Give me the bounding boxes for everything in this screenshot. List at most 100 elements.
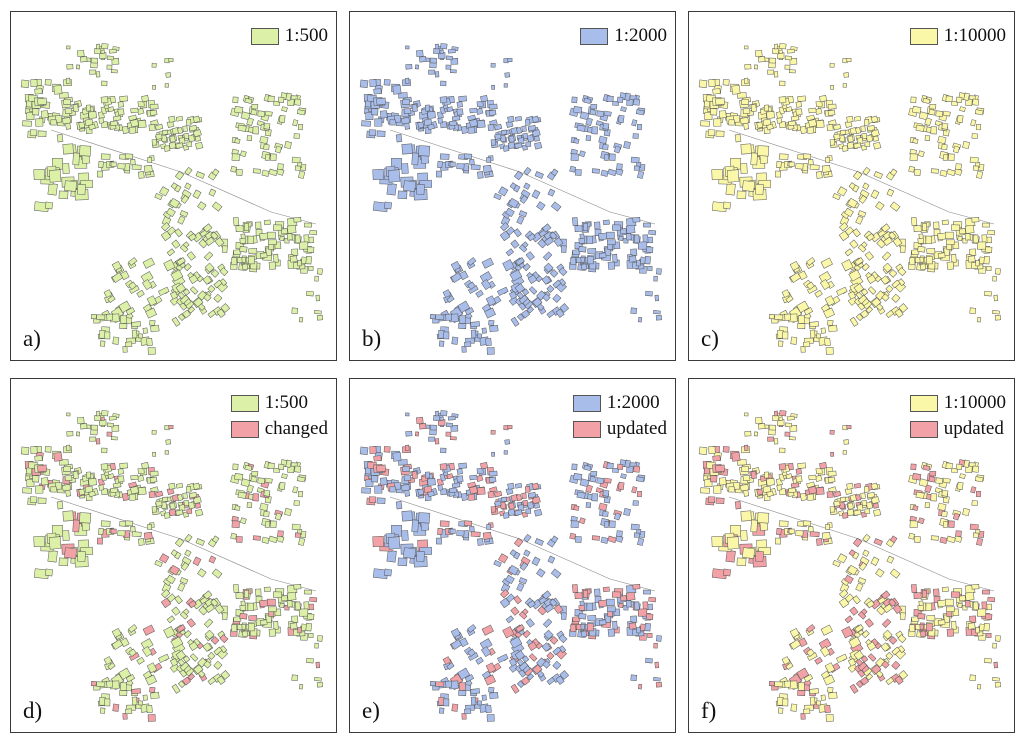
building-footprint xyxy=(30,79,38,87)
building-footprint xyxy=(467,481,477,489)
building-footprint xyxy=(708,79,716,87)
building-footprint xyxy=(183,630,192,639)
building-footprint xyxy=(451,703,459,712)
building-footprint xyxy=(942,110,951,117)
building-footprint xyxy=(440,410,448,417)
building-footprint xyxy=(166,615,176,624)
building-footprint xyxy=(368,496,377,503)
building-footprint xyxy=(183,499,190,507)
building-footprint xyxy=(48,169,62,183)
building-footprint xyxy=(62,510,74,522)
building-footprint xyxy=(534,538,544,546)
building-footprint xyxy=(281,106,288,113)
building-footprint xyxy=(653,275,658,282)
building-footprint xyxy=(239,613,248,620)
building-footprint xyxy=(44,568,54,577)
building-footprint xyxy=(776,161,782,169)
building-footprint xyxy=(192,556,202,566)
building-footprint xyxy=(703,467,711,475)
building-footprint xyxy=(177,582,186,592)
building-footprint xyxy=(246,484,254,493)
building-footprint xyxy=(150,691,160,700)
building-footprint xyxy=(734,501,742,510)
building-footprint xyxy=(782,698,789,707)
building-footprint xyxy=(863,486,870,493)
building-footprint xyxy=(411,471,418,480)
building-footprint xyxy=(64,108,73,115)
building-footprint xyxy=(853,264,861,272)
building-footprint xyxy=(951,100,958,106)
building-footprint xyxy=(277,530,284,537)
building-footprint xyxy=(233,616,242,622)
building-footprint xyxy=(543,262,554,273)
building-footprint xyxy=(484,307,496,319)
building-footprint xyxy=(992,310,1000,315)
building-footprint xyxy=(519,562,529,571)
building-footprint xyxy=(316,314,323,321)
building-footprint xyxy=(514,264,522,272)
building-footprint xyxy=(203,251,214,261)
building-footprint xyxy=(788,487,796,493)
building-footprint xyxy=(138,333,143,339)
building-footprint xyxy=(861,132,868,140)
building-footprint xyxy=(148,124,156,132)
building-footprint xyxy=(611,591,621,598)
building-footprint xyxy=(889,535,898,544)
building-footprint xyxy=(806,126,815,134)
building-footprint xyxy=(30,446,38,454)
building-footprint xyxy=(205,236,215,246)
building-footprint xyxy=(844,207,854,217)
building-footprint xyxy=(848,269,862,282)
building-footprint xyxy=(867,653,877,662)
building-footprint xyxy=(941,219,949,226)
building-footprint xyxy=(111,425,120,432)
building-footprint xyxy=(158,286,170,296)
building-footprint xyxy=(881,293,890,302)
building-footprint xyxy=(292,119,299,127)
building-footprint xyxy=(485,295,497,307)
building-footprint xyxy=(128,648,137,657)
building-footprint xyxy=(857,244,867,253)
building-footprint xyxy=(291,674,299,682)
building-footprint xyxy=(846,115,854,123)
building-footprint xyxy=(515,494,523,502)
building-footprint xyxy=(401,117,410,125)
building-footprint xyxy=(255,588,262,596)
building-footprint xyxy=(171,239,181,249)
building-footprint xyxy=(175,115,184,122)
building-footprint xyxy=(790,703,798,712)
building-footprint xyxy=(236,536,243,543)
building-footprint xyxy=(460,492,468,501)
building-footprint xyxy=(84,118,94,126)
building-footprint xyxy=(138,538,145,546)
building-footprint xyxy=(131,329,138,339)
building-footprint xyxy=(112,115,122,122)
building-footprint xyxy=(255,221,262,229)
building-footprint xyxy=(975,260,980,267)
building-footprint xyxy=(827,319,834,326)
building-footprint xyxy=(527,491,537,499)
building-footprint xyxy=(637,537,645,546)
building-footprint xyxy=(514,283,526,294)
building-footprint xyxy=(618,114,625,123)
building-footprint xyxy=(177,680,186,688)
building-footprint xyxy=(464,307,475,316)
building-footprint xyxy=(711,168,724,181)
building-footprint xyxy=(398,459,408,466)
building-footprint xyxy=(611,224,621,231)
building-footprint xyxy=(825,157,831,163)
building-footprint xyxy=(211,201,223,212)
building-footprint xyxy=(541,642,552,652)
building-footprint xyxy=(299,316,304,323)
building-footprint xyxy=(508,197,519,209)
building-footprint xyxy=(866,600,875,609)
building-footprint xyxy=(788,120,796,126)
building-footprint xyxy=(959,228,966,235)
building-footprint xyxy=(435,314,445,320)
building-footprint xyxy=(405,63,413,70)
building-footprint xyxy=(655,314,662,321)
building-footprint xyxy=(239,150,247,158)
building-footprint xyxy=(937,619,946,626)
building-footprint xyxy=(392,452,402,462)
building-footprint xyxy=(559,670,570,680)
